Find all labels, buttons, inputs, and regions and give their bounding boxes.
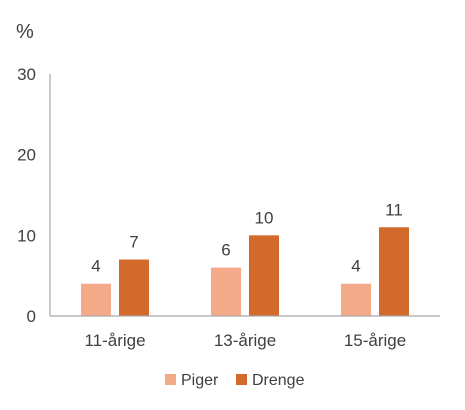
y-tick-label: 10 [17,226,36,245]
data-labels: 4 7 6 10 4 11 [91,200,403,275]
data-label-piger-2: 6 [221,241,230,260]
bar-drenge-1 [119,259,149,316]
legend-swatch-piger [165,374,176,385]
data-label-piger-3: 4 [351,257,360,276]
legend-label-piger: Piger [181,372,219,389]
bar-piger-2 [211,267,241,316]
x-category-label: 11-årige [84,331,145,350]
data-label-drenge-1: 7 [129,233,138,252]
y-tick-label: 20 [17,146,36,165]
legend: Piger Drenge [165,372,305,389]
data-label-drenge-3: 11 [385,200,403,219]
x-axis-category-labels: 11-årige 13-årige 15-årige [84,331,406,350]
y-unit-label: % [16,21,34,43]
bar-piger-1 [81,283,111,316]
bar-drenge-3 [379,227,409,316]
bar-piger-3 [341,283,371,316]
y-tick-label: 0 [27,307,36,326]
legend-swatch-drenge [236,374,247,385]
x-category-label: 13-årige [214,331,276,350]
data-label-drenge-2: 10 [255,208,274,227]
legend-label-drenge: Drenge [252,372,305,389]
y-axis-ticks: 0 10 20 30 [17,65,36,326]
x-category-label: 15-årige [344,331,406,350]
bar-drenge-2 [249,235,279,316]
y-tick-label: 30 [17,65,36,84]
data-label-piger-1: 4 [91,257,100,276]
bars [81,227,409,316]
